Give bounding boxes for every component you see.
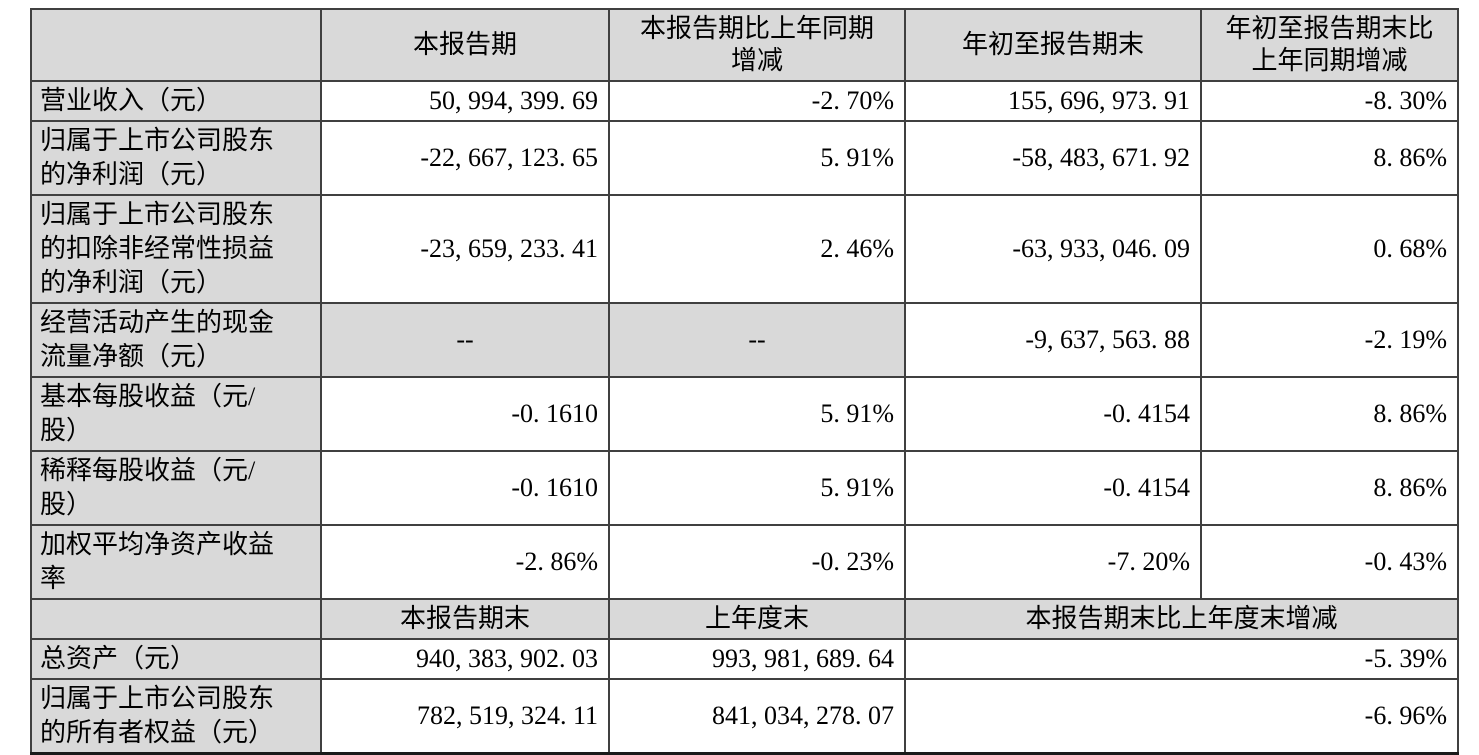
row-label-total-assets: 总资产（元） [30, 638, 322, 680]
row-label-equity-attributable: 归属于上市公司股东的所有者权益（元） [30, 678, 322, 755]
table-row: 稀释每股收益（元/股） -0. 1610 5. 91% -0. 4154 8. … [30, 450, 1459, 526]
cell-equity-current: 782, 519, 324. 11 [320, 678, 610, 755]
subheader-end-of-prior-year: 上年度末 [608, 598, 906, 640]
corner-cell [30, 8, 322, 82]
cell-roe-current: -2. 86% [320, 524, 610, 600]
cell-roe-ytd: -7. 20% [904, 524, 1202, 600]
cell-revenue-current: 50, 994, 399. 69 [320, 80, 610, 122]
table-row: 加权平均净资产收益率 -2. 86% -0. 23% -7. 20% -0. 4… [30, 524, 1459, 600]
cell-diluted-eps-ytd: -0. 4154 [904, 450, 1202, 526]
row-label-weighted-avg-roe: 加权平均净资产收益率 [30, 524, 322, 600]
cell-cash-flow-change-na: -- [608, 302, 906, 378]
cell-diluted-eps-ytd-change: 8. 86% [1200, 450, 1459, 526]
cell-cash-flow-ytd: -9, 637, 563. 88 [904, 302, 1202, 378]
cell-diluted-eps-current: -0. 1610 [320, 450, 610, 526]
subheader-corner-cell [30, 598, 322, 640]
cell-total-assets-prior: 993, 981, 689. 64 [608, 638, 906, 680]
cell-total-assets-change: -5. 39% [904, 638, 1459, 680]
cell-equity-change: -6. 96% [904, 678, 1459, 755]
table-row: 营业收入（元） 50, 994, 399. 69 -2. 70% 155, 69… [30, 80, 1459, 122]
cell-excl-nonrecurring-ytd: -63, 933, 046. 09 [904, 194, 1202, 304]
cell-excl-nonrecurring-ytd-change: 0. 68% [1200, 194, 1459, 304]
cell-net-profit-ytd-change: 8. 86% [1200, 120, 1459, 196]
table-row: 基本每股收益（元/股） -0. 1610 5. 91% -0. 4154 8. … [30, 376, 1459, 452]
cell-roe-change: -0. 23% [608, 524, 906, 600]
subheader-change-vs-prior-year-end: 本报告期末比上年度末增减 [904, 598, 1459, 640]
cell-revenue-change: -2. 70% [608, 80, 906, 122]
row-label-net-profit-excl-nonrecurring: 归属于上市公司股东的扣除非经常性损益的净利润（元） [30, 194, 322, 304]
row-label-net-profit-attributable: 归属于上市公司股东的净利润（元） [30, 120, 322, 196]
table-row: 归属于上市公司股东的所有者权益（元） 782, 519, 324. 11 841… [30, 678, 1459, 755]
cell-equity-prior: 841, 034, 278. 07 [608, 678, 906, 755]
row-label-operating-revenue: 营业收入（元） [30, 80, 322, 122]
cell-roe-ytd-change: -0. 43% [1200, 524, 1459, 600]
col-header-current-vs-prior-change: 本报告期比上年同期增减 [608, 8, 906, 82]
row-label-diluted-eps: 稀释每股收益（元/股） [30, 450, 322, 526]
cell-basic-eps-change: 5. 91% [608, 376, 906, 452]
cell-basic-eps-current: -0. 1610 [320, 376, 610, 452]
header-row: 本报告期 本报告期比上年同期增减 年初至报告期末 年初至报告期末比上年同期增减 [30, 8, 1459, 82]
cell-basic-eps-ytd-change: 8. 86% [1200, 376, 1459, 452]
cell-net-profit-current: -22, 667, 123. 65 [320, 120, 610, 196]
row-label-basic-eps: 基本每股收益（元/股） [30, 376, 322, 452]
cell-revenue-ytd-change: -8. 30% [1200, 80, 1459, 122]
table-row: 归属于上市公司股东的净利润（元） -22, 667, 123. 65 5. 91… [30, 120, 1459, 196]
cell-excl-nonrecurring-change: 2. 46% [608, 194, 906, 304]
col-header-ytd: 年初至报告期末 [904, 8, 1202, 82]
cell-revenue-ytd: 155, 696, 973. 91 [904, 80, 1202, 122]
financial-summary-table: 本报告期 本报告期比上年同期增减 年初至报告期末 年初至报告期末比上年同期增减 … [30, 8, 1459, 755]
cell-excl-nonrecurring-current: -23, 659, 233. 41 [320, 194, 610, 304]
cell-basic-eps-ytd: -0. 4154 [904, 376, 1202, 452]
cell-net-profit-ytd: -58, 483, 671. 92 [904, 120, 1202, 196]
cell-cash-flow-current-na: -- [320, 302, 610, 378]
col-header-ytd-vs-prior-change: 年初至报告期末比上年同期增减 [1200, 8, 1459, 82]
cell-total-assets-current: 940, 383, 902. 03 [320, 638, 610, 680]
subheader-row: 本报告期末 上年度末 本报告期末比上年度末增减 [30, 598, 1459, 640]
cell-net-profit-change: 5. 91% [608, 120, 906, 196]
cell-diluted-eps-change: 5. 91% [608, 450, 906, 526]
table-row: 总资产（元） 940, 383, 902. 03 993, 981, 689. … [30, 638, 1459, 680]
table-row: 经营活动产生的现金流量净额（元） -- -- -9, 637, 563. 88 … [30, 302, 1459, 378]
row-label-operating-cash-flow: 经营活动产生的现金流量净额（元） [30, 302, 322, 378]
col-header-current-period: 本报告期 [320, 8, 610, 82]
subheader-end-of-period: 本报告期末 [320, 598, 610, 640]
cell-cash-flow-ytd-change: -2. 19% [1200, 302, 1459, 378]
table-row: 归属于上市公司股东的扣除非经常性损益的净利润（元） -23, 659, 233.… [30, 194, 1459, 304]
